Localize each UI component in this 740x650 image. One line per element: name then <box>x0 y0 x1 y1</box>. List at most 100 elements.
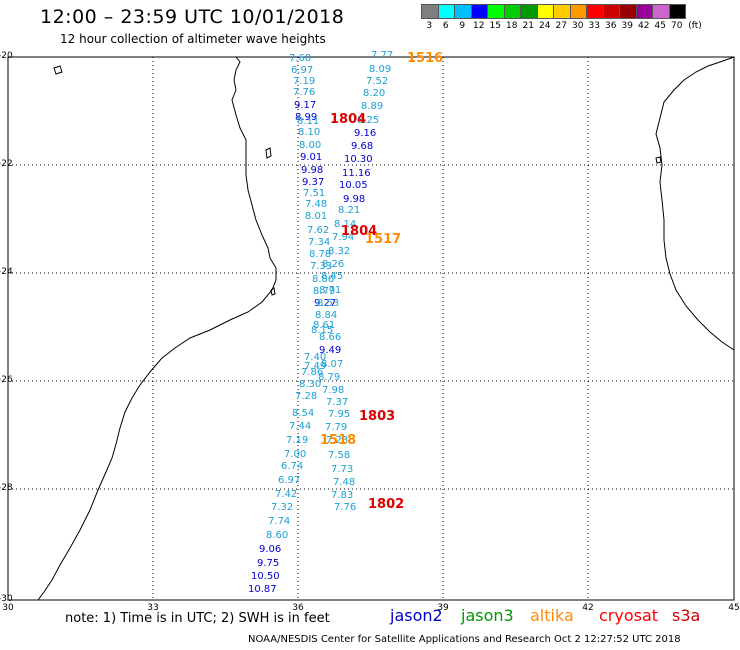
wave-height-value: 7.42 <box>275 489 298 500</box>
wave-height-value: 7.44 <box>289 421 312 432</box>
wave-height-value: 8.25 <box>357 115 380 126</box>
wave-height-value: 8.79 <box>313 286 336 297</box>
pass-time-label: 1802 <box>368 497 405 512</box>
wave-height-value: 7.48 <box>333 477 356 488</box>
coastal-island <box>270 287 276 296</box>
color-scale-legend: 3 6 9 12 15 18 21 24 27 30 33 36 39 42 45 70 (ft) <box>421 4 729 36</box>
legend-swatch-label: 15 <box>489 21 501 31</box>
latitude-label: -22 <box>0 159 13 169</box>
pass-time-label: 1803 <box>359 409 396 424</box>
wave-height-value: 9.98 <box>301 165 324 176</box>
longitude-label: 30 <box>2 603 14 613</box>
wave-height-value: 9.17 <box>294 100 317 111</box>
legend-swatch-label: 36 <box>605 21 617 31</box>
wave-height-value: 8.66 <box>319 332 342 343</box>
page-title: 12:00 – 23:59 UTC 10/01/2018 <box>40 6 345 28</box>
wave-height-value: 9.49 <box>319 345 342 356</box>
wave-height-value: 7.32 <box>271 502 294 513</box>
wave-height-value: 7.49 <box>304 361 327 372</box>
pass-time-label: 1804 <box>341 224 378 239</box>
longitude-label: 33 <box>147 603 159 613</box>
pass-time-label: 1516 <box>407 51 444 66</box>
wave-height-value: 10.30 <box>344 154 373 165</box>
page-subtitle: 12 hour collection of altimeter wave hei… <box>60 32 326 46</box>
latitude-label: -26 <box>0 375 13 385</box>
wave-height-value: 8.20 <box>363 88 386 99</box>
wave-height-value: 8.09 <box>369 64 392 75</box>
wave-height-value: 8.71 <box>319 285 342 296</box>
legend-swatch-label: 21 <box>522 21 534 31</box>
latitude-label: -20 <box>0 51 13 61</box>
wave-height-value: 7.62 <box>307 225 330 236</box>
longitude-label: 36 <box>292 603 304 613</box>
wave-height-value: 8.89 <box>361 101 384 112</box>
wave-height-value: 8.61 <box>313 320 336 331</box>
legend-swatch-label: 70 <box>671 21 683 31</box>
wave-height-value: 8.11 <box>297 116 320 127</box>
wave-height-value: 6.74 <box>281 461 304 472</box>
credit-footer: NOAA/NESDIS Center for Satellite Applica… <box>248 634 681 645</box>
wave-height-value: 7.76 <box>293 87 316 98</box>
wave-height-value: 8.26 <box>322 259 345 270</box>
wave-height-value: 9.75 <box>257 558 280 569</box>
wave-height-value: 7.33 <box>310 261 333 272</box>
wave-height-value: 7.77 <box>371 50 394 61</box>
wave-height-value: 9.68 <box>351 141 374 152</box>
wave-height-value: 7.40 <box>304 352 327 363</box>
wave-height-value: 10.87 <box>248 584 277 595</box>
coastal-island <box>655 156 662 164</box>
wave-height-value: 7.37 <box>326 397 349 408</box>
latitude-label: -30 <box>0 594 13 604</box>
madagascar-coastline <box>655 56 735 351</box>
wave-height-value: 6.97 <box>291 65 314 76</box>
wave-height-value: 7.60 <box>289 53 312 64</box>
wave-height-value: 7.00 <box>284 449 307 460</box>
satellite-key-jason3: jason3 <box>461 606 514 625</box>
pass-time-label: 1804 <box>330 112 367 127</box>
legend-unit-label: (ft) <box>688 21 702 31</box>
legend-swatch-label: 33 <box>588 21 600 31</box>
wave-height-value: 7.76 <box>334 502 357 513</box>
coastal-island <box>265 147 272 159</box>
wave-height-value: 7.52 <box>366 76 389 87</box>
wave-height-value: 7.98 <box>322 385 345 396</box>
wave-height-value: 7.19 <box>293 76 316 87</box>
wave-height-value: 9.98 <box>343 194 366 205</box>
wave-height-value: 7.79 <box>325 422 348 433</box>
legend-swatch-label: 6 <box>442 21 449 31</box>
wave-height-value: 7.83 <box>331 490 354 501</box>
wave-height-value: 8.07 <box>321 359 344 370</box>
satellite-key-jason2: jason2 <box>390 606 443 625</box>
wave-height-value: 9.37 <box>302 177 325 188</box>
wave-height-value: 11.16 <box>342 168 371 179</box>
wave-height-value: 9.16 <box>354 128 377 139</box>
wave-height-value: 7.74 <box>268 516 291 527</box>
wave-height-value: 7.86 <box>301 367 324 378</box>
longitude-label: 45 <box>728 603 740 613</box>
wave-height-value: 7.19 <box>286 435 309 446</box>
legend-swatch <box>668 4 686 19</box>
wave-height-value: 7.34 <box>308 237 331 248</box>
latitude-label: -28 <box>0 483 13 493</box>
wave-height-value: 8.00 <box>299 140 322 151</box>
legend-swatch-label: 30 <box>572 21 584 31</box>
wave-height-value: 10.50 <box>251 571 280 582</box>
legend-swatch-label: 12 <box>473 21 485 31</box>
wave-height-value: 9.27 <box>314 298 337 309</box>
wave-height-value: 8.53 <box>317 298 340 309</box>
wave-height-value: 8.14 <box>334 219 357 230</box>
legend-swatch-label: 3 <box>426 21 433 31</box>
pass-time-label: 1517 <box>365 232 402 247</box>
satellite-key-s3a: s3a <box>672 606 701 625</box>
legend-swatch-label: 27 <box>555 21 567 31</box>
wave-height-value: 7.94 <box>332 232 355 243</box>
wave-height-value: 8.10 <box>298 127 321 138</box>
legend-swatch-label: 39 <box>621 21 633 31</box>
wave-height-value: 7.51 <box>303 188 326 199</box>
wave-height-value: 8.78 <box>309 249 332 260</box>
wave-height-value: 8.60 <box>266 530 289 541</box>
legend-swatch-label: 18 <box>506 21 518 31</box>
legend-swatch-label: 45 <box>654 21 666 31</box>
wave-height-value: 6.97 <box>278 475 301 486</box>
